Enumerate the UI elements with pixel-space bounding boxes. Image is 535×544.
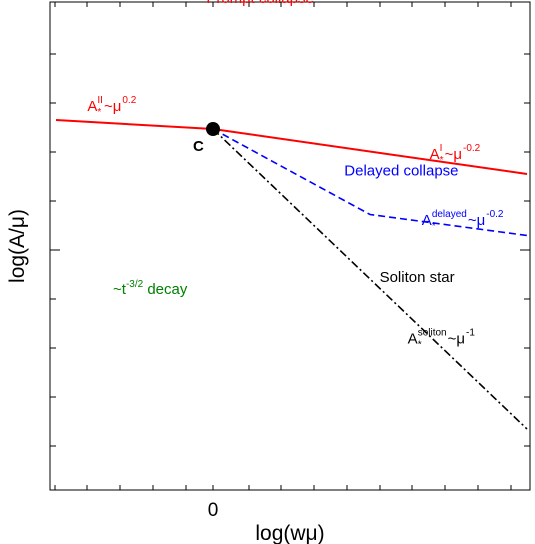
curve-label-superscript: soliton [418,328,447,339]
curve-label-base: A [408,331,418,348]
curve-label: A I* ~μ -0.2 [430,143,481,166]
region-label: Prompt collapse [206,0,314,7]
region-label: ~t-3/2 decay [113,279,188,298]
curve-label-tail: ~μ [448,331,465,348]
curve-label-tail: ~μ [445,146,462,163]
curve-labels: A II* ~μ 0.2A I* ~μ -0.2A delayed* ~μ -0.2A solito… [87,95,504,351]
curve-label-exponent: -0.2 [486,209,504,220]
series-line-threshold-AI [212,128,528,175]
curve-label-subscript: * [97,107,101,118]
threshold-curves [55,119,528,430]
critical-point-group: C [193,122,220,155]
series-line-threshold-AII [55,119,214,130]
region-label: Delayed collapse [344,163,458,180]
curve-label-subscript: * [418,340,422,351]
series-line-threshold-delayed [212,128,528,237]
critical-point-marker [206,122,220,136]
region-labels: Prompt collapse Delayed collapse Soliton s… [113,0,459,298]
region-label: Soliton star [380,269,455,286]
x-tick-label: 0 [208,500,219,521]
curve-label-superscript: delayed [432,209,467,220]
critical-point-label: C [193,138,204,155]
axis-ticks [50,2,530,490]
curve-label-base: A [87,98,97,115]
y-axis-label: log(A/μ) [6,209,29,283]
curve-label-subscript: * [432,221,436,232]
curve-label-exponent: 0.2 [122,95,136,106]
curve-label-exponent: -0.2 [463,143,481,154]
x-axis-label: log(wμ) [255,522,324,544]
curve-label-superscript: I [440,143,443,154]
curve-label-base: A [430,146,440,163]
curve-label-subscript: * [440,155,444,166]
plot-frame [49,1,531,491]
curve-label-tail: ~μ [468,212,485,229]
curve-label-tail: ~μ [104,98,121,115]
curve-label: A II* ~μ 0.2 [87,95,136,118]
curve-label-base: A [422,212,432,229]
curve-label-superscript: II [97,95,103,106]
curve-label-exponent: -1 [466,328,475,339]
